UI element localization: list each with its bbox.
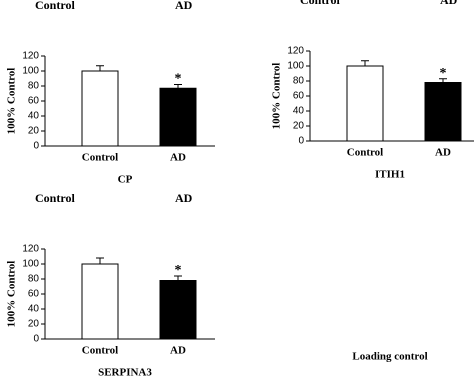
y-tick-label: 60 — [28, 96, 40, 107]
x-tick-label: Control — [82, 345, 118, 357]
significance: * — [175, 263, 182, 278]
significance: * — [175, 72, 182, 87]
y-axis-label: 100% Control — [271, 63, 283, 130]
significance: * — [440, 66, 447, 81]
lane-label: AD — [175, 191, 193, 205]
y-tick-label: 40 — [293, 106, 305, 117]
bar — [159, 280, 197, 340]
x-tick-label: Control — [82, 152, 118, 164]
bar — [81, 263, 119, 340]
y-tick-label: 0 — [33, 334, 39, 345]
bar — [424, 82, 462, 142]
x-tick-label: AD — [170, 345, 186, 357]
y-tick-label: 40 — [28, 111, 40, 122]
y-tick-label: 60 — [293, 91, 305, 102]
lane-label: AD — [175, 0, 193, 12]
y-tick-label: 100 — [287, 61, 304, 72]
y-axis-label: 100% Control — [6, 261, 18, 328]
y-tick-label: 80 — [28, 274, 40, 285]
x-tick-label: AD — [170, 152, 186, 164]
y-tick-label: 20 — [28, 319, 40, 330]
y-tick-label: 80 — [293, 76, 305, 87]
y-tick-label: 40 — [28, 304, 40, 315]
lane-label: Control — [35, 0, 75, 12]
lane-label: AD — [440, 0, 458, 7]
x-tick-label: Control — [347, 147, 383, 159]
bar — [81, 70, 119, 147]
bar — [159, 87, 197, 147]
y-axis-label: 100% Control — [6, 68, 18, 135]
y-tick-label: 20 — [28, 126, 40, 137]
y-tick-label: 20 — [293, 121, 305, 132]
bar — [346, 65, 384, 142]
title: ITIH1 — [375, 169, 405, 181]
y-tick-label: 0 — [33, 141, 39, 152]
footer-label: Loading control — [352, 351, 427, 363]
y-tick-label: 100 — [22, 66, 39, 77]
y-tick-label: 100 — [22, 259, 39, 270]
y-tick-label: 60 — [28, 289, 40, 300]
title: CP — [118, 174, 133, 186]
y-tick-label: 120 — [22, 51, 39, 62]
y-tick-label: 120 — [287, 46, 304, 57]
x-tick-label: AD — [435, 147, 451, 159]
y-tick-label: 120 — [22, 244, 39, 255]
y-tick-label: 80 — [28, 81, 40, 92]
lane-label: Control — [300, 0, 340, 7]
title: SERPINA3 — [98, 367, 152, 376]
y-tick-label: 0 — [298, 136, 304, 147]
lane-label: Control — [35, 191, 75, 205]
